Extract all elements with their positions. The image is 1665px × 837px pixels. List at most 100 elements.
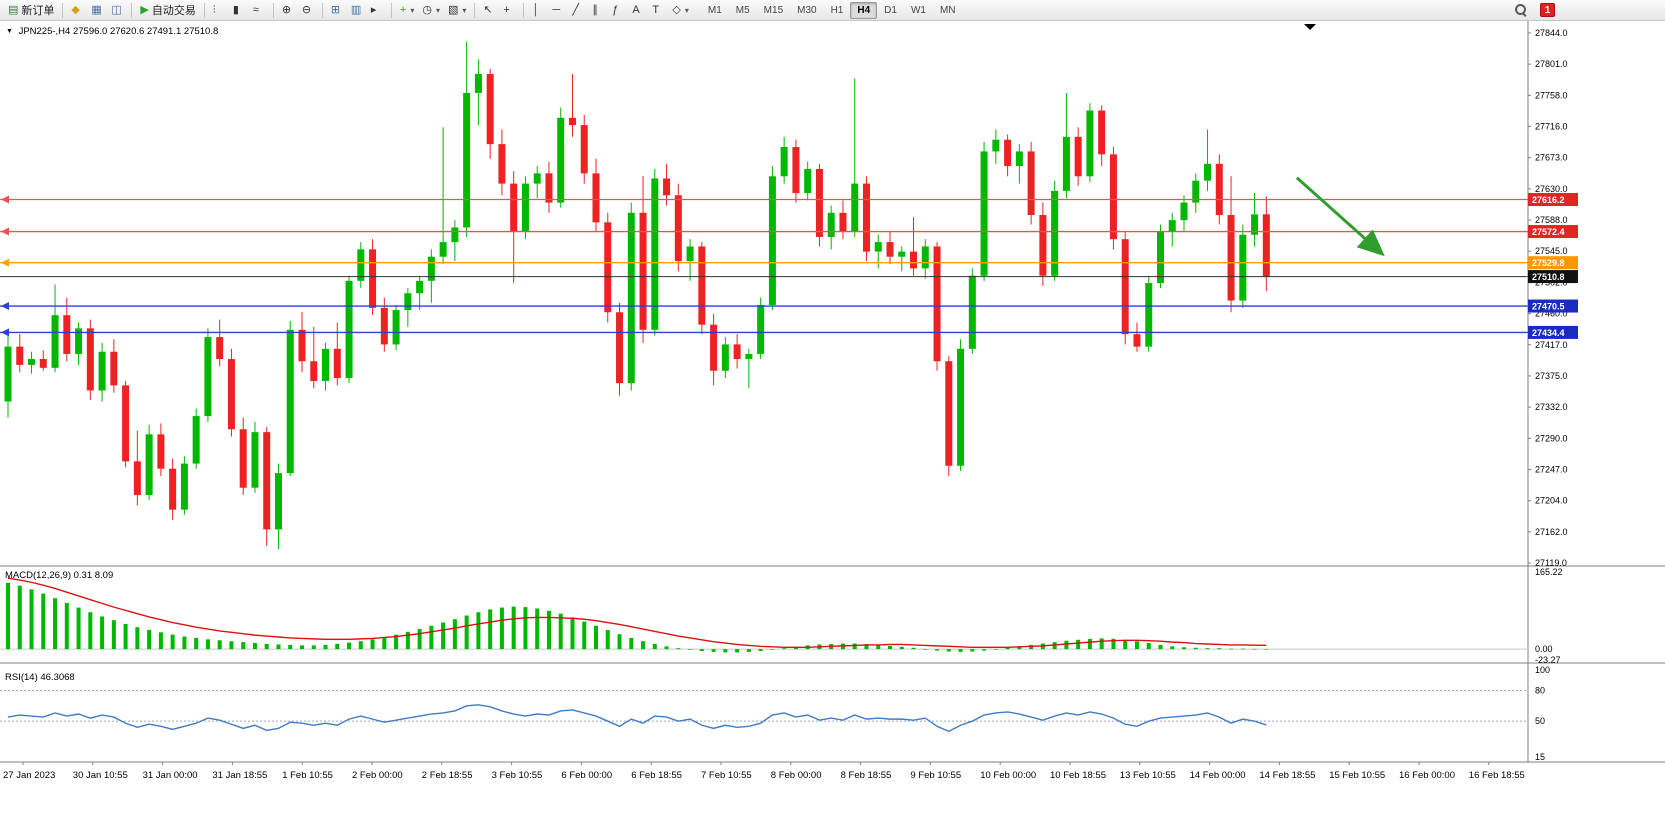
arrange-windows-icon[interactable]: ▥ — [347, 1, 367, 19]
chart-header: ▼ JPN225-,H4 27596.0 27620.6 27491.1 275… — [6, 26, 218, 37]
timeframe-d1[interactable]: D1 — [884, 4, 897, 16]
timeframe-mn[interactable]: MN — [939, 4, 956, 16]
bar-chart-icon[interactable]: ⫶ — [209, 1, 229, 19]
svg-text:27119.0: 27119.0 — [1535, 558, 1567, 568]
svg-text:8 Feb 00:00: 8 Feb 00:00 — [771, 770, 822, 781]
zoom-out-icon[interactable]: ⊖ — [298, 1, 318, 19]
templates-icon[interactable]: ▧ ▾ — [444, 1, 470, 19]
svg-text:0.00: 0.00 — [1535, 644, 1553, 654]
bid-price-badge — [1528, 270, 1578, 284]
crosshair-icon[interactable]: + — [499, 1, 519, 19]
svg-text:16 Feb 00:00: 16 Feb 00:00 — [1399, 770, 1455, 781]
trend-arrow-annotation[interactable] — [1295, 176, 1385, 257]
svg-text:27332.0: 27332.0 — [1535, 402, 1568, 412]
svg-text:80: 80 — [1535, 685, 1545, 695]
text-icon[interactable]: A — [628, 1, 648, 19]
timeframe-m15[interactable]: M15 — [763, 4, 784, 16]
channel-icon: ∥ — [592, 3, 598, 16]
market-watch-icon: ▦ — [91, 3, 102, 16]
level-left-marker-icon — [1, 328, 9, 337]
shapes-icon[interactable]: ◇ ▾ — [668, 1, 692, 19]
toolbar-separator — [62, 2, 64, 18]
svg-text:10 Feb 18:55: 10 Feb 18:55 — [1050, 770, 1106, 781]
chart-shift-marker-icon[interactable] — [1304, 24, 1316, 30]
timeframe-w1[interactable]: W1 — [910, 4, 926, 16]
timeframe-h4[interactable]: H4 — [850, 1, 878, 19]
chart-canvas[interactable]: 27844.0 27801.0 27758.0 27716.0 27673.0 27630… — [0, 21, 1665, 837]
vertical-line-icon[interactable]: │ — [528, 1, 548, 19]
data-window-icon: ◫ — [111, 3, 122, 16]
svg-text:27434.4: 27434.4 — [1532, 328, 1565, 338]
notification-badge[interactable]: 1 — [1540, 3, 1555, 17]
new-order-button[interactable]: ▤ 新订单 — [4, 1, 58, 19]
price-badges: 27616.2 27572.4 27529.8 27510.8 27470.5 27434… — [1528, 193, 1578, 339]
toolbar-separator — [390, 2, 392, 18]
svg-text:27844.0: 27844.0 — [1535, 28, 1568, 38]
data-window-icon[interactable]: ◫ — [107, 1, 127, 19]
zoom-in-icon[interactable]: ⊕ — [278, 1, 298, 19]
timeframe-m1[interactable]: M1 — [707, 4, 722, 16]
svg-text:27247.0: 27247.0 — [1535, 464, 1568, 474]
svg-text:27758.0: 27758.0 — [1535, 90, 1568, 100]
text-label-icon[interactable]: T — [648, 1, 668, 19]
svg-text:27572.4: 27572.4 — [1532, 227, 1565, 237]
line-chart-icon: ≈ — [252, 3, 259, 16]
svg-text:9 Feb 10:55: 9 Feb 10:55 — [910, 770, 961, 781]
main-toolbar: ▤ 新订单 ◆ ▦ ◫ ▶ 自动交易 ⫶ ▮ ≈ ⊕ ⊖ ⊞ ▥ ▸ + ▾ ◷ ▾ ▧ ▾ ↖ + │ ─ ╱ ∥ ƒ A T ◇ ▾ M1… — [0, 0, 1665, 21]
trendline-icon[interactable]: ╱ — [568, 1, 588, 19]
crosshair-icon: + — [503, 3, 510, 16]
alerts-icon[interactable]: ◆ — [67, 1, 87, 19]
chart-shift-icon: ▸ — [370, 3, 377, 16]
text-icon: A — [632, 3, 640, 16]
timeframe-m5[interactable]: M5 — [735, 4, 750, 16]
cursor-icon: ↖ — [483, 3, 493, 16]
search-icon[interactable] — [1514, 3, 1528, 17]
auto-trading-button[interactable]: ▶ 自动交易 — [136, 1, 199, 19]
collapse-icon[interactable]: ▼ — [6, 28, 13, 35]
svg-text:15: 15 — [1535, 752, 1545, 762]
periods-icon[interactable]: ◷ ▾ — [418, 1, 444, 19]
level-left-marker-icon — [1, 227, 9, 236]
svg-text:27417.0: 27417.0 — [1535, 340, 1568, 350]
svg-text:27529.8: 27529.8 — [1532, 258, 1565, 268]
candles-layer — [4, 41, 1270, 550]
market-watch-icon[interactable]: ▦ — [87, 1, 107, 19]
trendline-icon: ╱ — [572, 3, 579, 16]
svg-text:2 Feb 00:00: 2 Feb 00:00 — [352, 770, 403, 781]
svg-text:27 Jan 2023: 27 Jan 2023 — [3, 770, 55, 781]
tile-windows-icon: ⊞ — [330, 3, 341, 16]
tile-windows-icon[interactable]: ⊞ — [327, 1, 347, 19]
dropdown-arrow-icon: ▾ — [462, 5, 467, 15]
svg-text:15 Feb 10:55: 15 Feb 10:55 — [1329, 770, 1385, 781]
auto-trading-button-label: 自动交易 — [151, 5, 196, 17]
zoom-out-icon: ⊖ — [301, 3, 312, 16]
channel-icon[interactable]: ∥ — [588, 1, 608, 19]
price-axis: 27844.0 27801.0 27758.0 27716.0 27673.0 27630… — [1528, 28, 1568, 568]
svg-text:165.22: 165.22 — [1535, 567, 1563, 577]
fibonacci-icon[interactable]: ƒ — [608, 1, 628, 19]
svg-text:1 Feb 10:55: 1 Feb 10:55 — [282, 770, 333, 781]
timeframe-h1[interactable]: H1 — [830, 4, 844, 16]
cursor-icon[interactable]: ↖ — [479, 1, 499, 19]
svg-text:14 Feb 00:00: 14 Feb 00:00 — [1190, 770, 1246, 781]
arrange-windows-icon: ▥ — [350, 3, 362, 16]
fibonacci-icon: ƒ — [612, 3, 619, 16]
macd-indicator-label: MACD(12,26,9) 0.31 8.09 — [5, 570, 114, 581]
svg-text:27470.5: 27470.5 — [1532, 302, 1565, 312]
vertical-line-icon: │ — [532, 3, 540, 16]
indicators-icon[interactable]: + ▾ — [396, 1, 418, 19]
toolbar-button-area: ▤ 新订单 ◆ ▦ ◫ ▶ 自动交易 ⫶ ▮ ≈ ⊕ ⊖ ⊞ ▥ ▸ + ▾ ◷ ▾ ▧ ▾ ↖ + │ ─ ╱ ∥ ƒ A T ◇ ▾ — [4, 1, 693, 19]
line-chart-icon[interactable]: ≈ — [249, 1, 269, 19]
text-label-icon: T — [652, 3, 660, 16]
horizontal-line-icon[interactable]: ─ — [548, 1, 568, 19]
horizontal-levels[interactable] — [0, 195, 1528, 337]
chart-shift-icon[interactable]: ▸ — [367, 1, 387, 19]
svg-text:27375.0: 27375.0 — [1535, 371, 1568, 381]
level-left-marker-icon — [1, 195, 9, 204]
svg-text:100: 100 — [1535, 665, 1550, 675]
play-icon: ▶ — [140, 3, 149, 16]
level-left-marker-icon — [1, 302, 9, 311]
toolbar-separator — [321, 2, 323, 18]
candlestick-chart-icon[interactable]: ▮ — [229, 1, 249, 19]
timeframe-m30[interactable]: M30 — [797, 4, 817, 16]
